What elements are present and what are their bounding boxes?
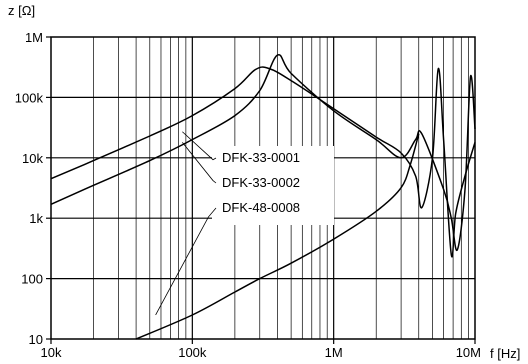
y-tick-labels: 10 100 1k 10k 100k 1M xyxy=(15,30,51,347)
legend-label: DFK-33-0002 xyxy=(222,175,300,190)
plot-frame xyxy=(50,36,476,340)
y-axis-label: z [Ω] xyxy=(8,3,35,18)
x-tick-label: 10M xyxy=(456,345,481,360)
legend-box xyxy=(212,146,334,225)
legend-leader-line xyxy=(155,207,217,316)
y-tick-label: 10k xyxy=(22,151,43,166)
x-tick-label: 1M xyxy=(325,345,343,360)
legend-leader-line xyxy=(182,142,217,184)
legend: DFK-33-0001 DFK-33-0002 DFK-48-0008 xyxy=(155,131,334,316)
legend-label: DFK-33-0001 xyxy=(222,150,300,165)
series-layer xyxy=(50,54,476,340)
legend-leader-line xyxy=(182,131,217,161)
x-tick-label: 10k xyxy=(41,345,62,360)
y-tick-label: 1M xyxy=(25,30,43,45)
series-line-1 xyxy=(50,66,476,258)
y-tick-label: 100k xyxy=(15,90,44,105)
x-tick-labels: 10k 100k 1M 10M xyxy=(41,339,481,360)
series-line-3 xyxy=(135,133,420,340)
series-line-2 xyxy=(50,54,476,251)
y-tick-label: 10 xyxy=(29,332,43,347)
x-tick-label: 100k xyxy=(178,345,207,360)
y-tick-label: 100 xyxy=(21,272,43,287)
x-axis-label: f [Hz] xyxy=(490,346,520,361)
legend-label: DFK-48-0008 xyxy=(222,200,300,215)
y-tick-label: 1k xyxy=(29,211,43,226)
